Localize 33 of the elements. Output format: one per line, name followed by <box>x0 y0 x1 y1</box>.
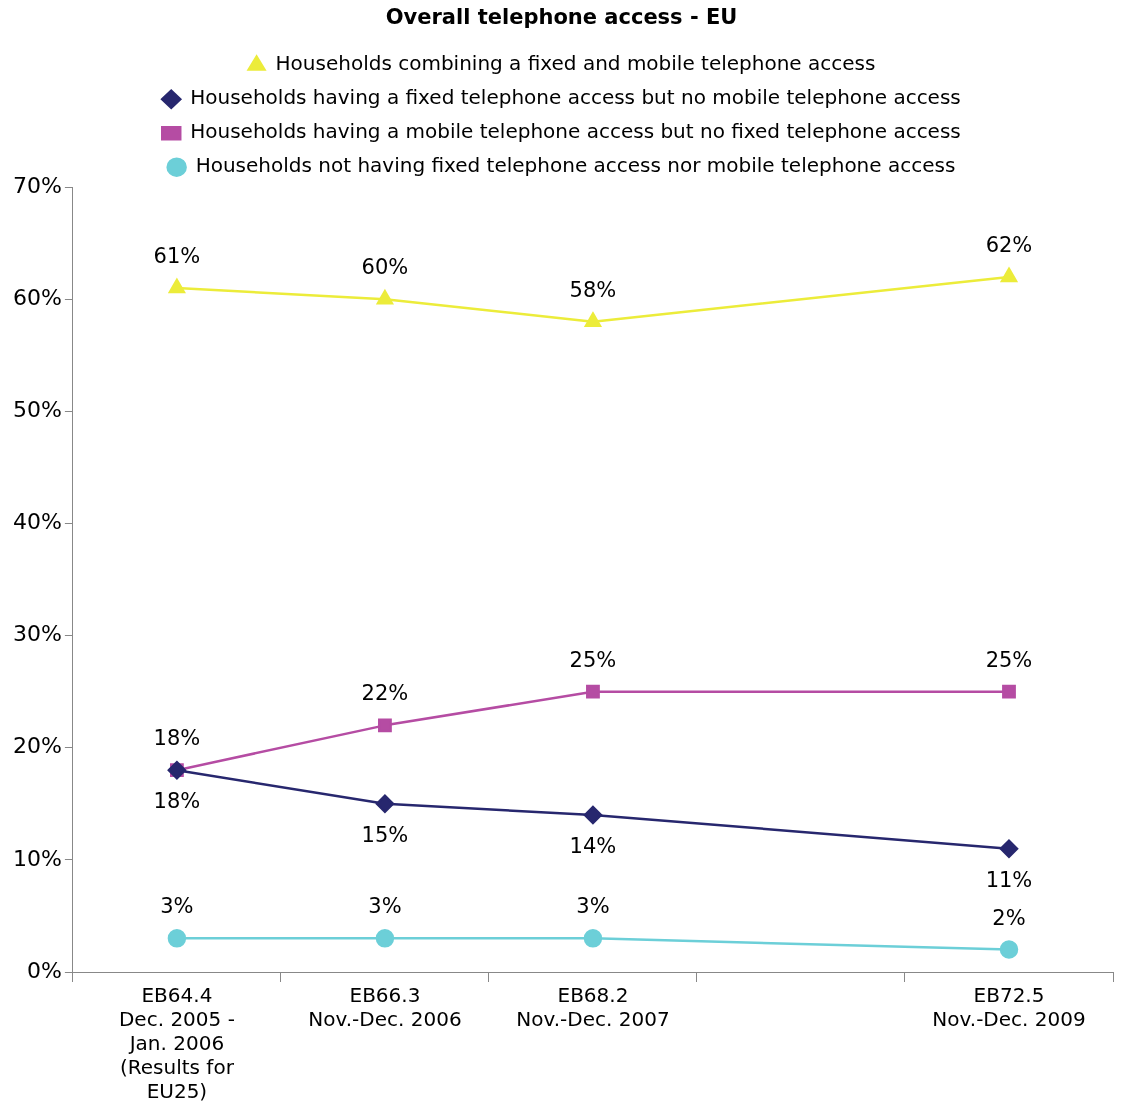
data-label: 18% <box>153 789 201 814</box>
y-tick-label: 40% <box>12 509 62 535</box>
y-tick-label: 20% <box>12 733 62 759</box>
x-tick-label: EB68.2 Nov.-Dec. 2007 <box>516 983 670 1032</box>
data-label: 22% <box>361 681 409 706</box>
y-tick-label: 60% <box>12 285 62 311</box>
y-tick-label: 30% <box>12 621 62 647</box>
data-label: 58% <box>569 277 617 302</box>
legend-label: Households combining a fixed and mobile telephone access <box>275 51 876 76</box>
x-tick-label: EB72.5 Nov.-Dec. 2009 <box>932 983 1086 1032</box>
legend-label: Households having a mobile telephone access but no fixed telephone access <box>190 119 961 144</box>
data-label: 3% <box>160 894 194 919</box>
x-tick-label: EB66.3 Nov.-Dec. 2006 <box>308 983 462 1032</box>
y-tick-label: 70% <box>12 172 62 198</box>
data-label: 61% <box>153 244 201 269</box>
x-tick-label: EB64.4 Dec. 2005 - Jan. 2006 (Results for EU25) <box>118 983 235 1104</box>
y-tick-label: 0% <box>26 957 62 983</box>
data-label: 25% <box>569 647 617 672</box>
data-label: 14% <box>569 833 617 858</box>
legend-label: Households having a fixed telephone access but no mobile telephone access <box>190 85 961 110</box>
legend-label: Households not having fixed telephone access nor mobile telephone access <box>195 153 956 178</box>
y-tick-label: 10% <box>12 845 62 871</box>
data-label: 11% <box>985 867 1033 892</box>
y-tick-label: 50% <box>12 397 62 423</box>
data-label: 18% <box>153 726 201 751</box>
data-label: 3% <box>576 894 610 919</box>
data-label: 60% <box>361 255 409 280</box>
chart-title: Overall telephone access - EU <box>385 5 738 30</box>
data-label: 62% <box>985 232 1033 257</box>
data-label: 15% <box>361 822 409 847</box>
data-label: 25% <box>985 647 1033 672</box>
data-label: 2% <box>992 905 1026 930</box>
data-label: 3% <box>368 894 402 919</box>
